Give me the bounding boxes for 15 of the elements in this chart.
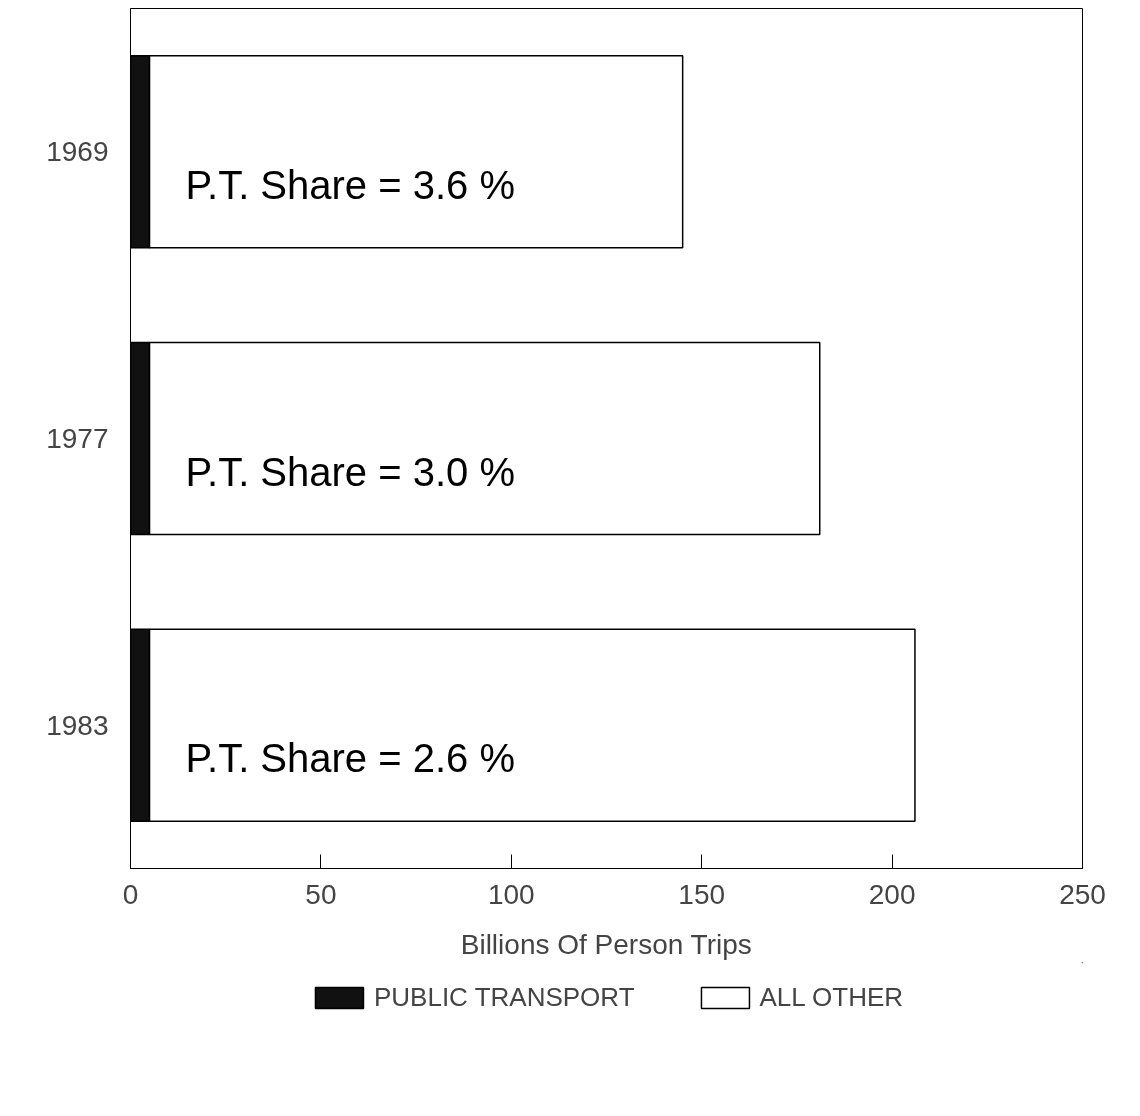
annotation: P.T. Share = 2.6 %	[185, 736, 515, 781]
x-tick-label: 250	[1059, 878, 1106, 910]
x-tick-label: 200	[868, 878, 916, 910]
x-tick-label: 150	[678, 878, 726, 910]
legend-label: ALL OTHER	[759, 981, 904, 1013]
x-tick-label: 50	[305, 878, 337, 910]
x-axis-title: Billions Of Person Trips	[460, 928, 752, 960]
x-tick-label: 0	[122, 878, 139, 910]
y-tick-label: 1977	[46, 423, 109, 454]
y-tick-label: 1969	[46, 136, 109, 168]
y-tick-label: 1983	[46, 709, 109, 741]
legend-label: PUBLIC TRANSPORT	[373, 981, 635, 1013]
annotation: P.T. Share = 3.0 %	[185, 449, 515, 494]
annotation: P.T. Share = 3.6 %	[185, 162, 515, 207]
x-tick-label: 100	[487, 878, 535, 910]
